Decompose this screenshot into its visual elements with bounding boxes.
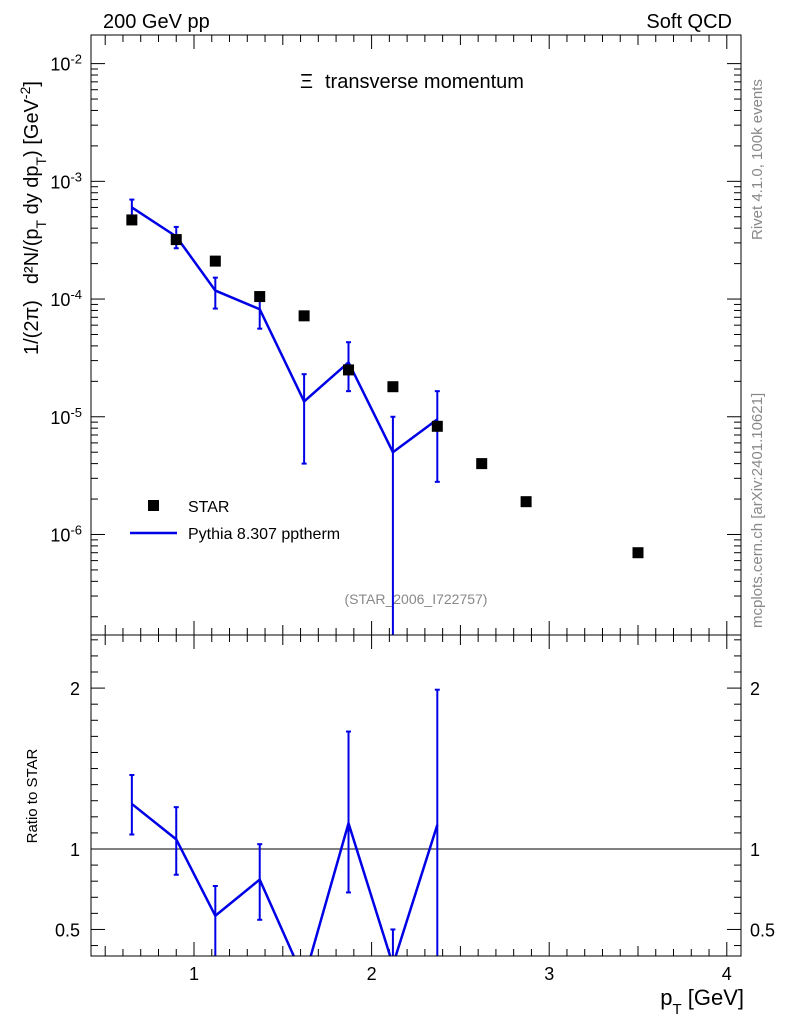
x-tick-label: 1 bbox=[189, 964, 199, 984]
y-axis-label-main: 1/(2π)d²N/(pT dy dpT) [GeV-2] bbox=[17, 81, 49, 355]
mcplots-credit-text: mcplots.cern.ch [arXiv:2401.10621] bbox=[749, 393, 766, 628]
y-tick-label-exp: -2 bbox=[70, 51, 82, 66]
y-tick-label-main: 10-3 bbox=[50, 169, 82, 193]
legend-label-star: STAR bbox=[188, 499, 229, 516]
star-data-point bbox=[476, 458, 488, 470]
title-symbol: Ξ bbox=[300, 71, 313, 93]
y-tick-label-ratio-left: 1 bbox=[70, 840, 80, 860]
y-tick-label-base: 10 bbox=[50, 55, 70, 75]
star-data-point bbox=[632, 547, 644, 559]
main-clip-group bbox=[126, 198, 644, 635]
legend-marker-star bbox=[148, 500, 159, 511]
star-data-point bbox=[431, 420, 443, 432]
y-tick-label-ratio-right: 2 bbox=[750, 679, 760, 699]
y-tick-label-exp: -5 bbox=[70, 404, 82, 419]
main-plot-data bbox=[126, 198, 644, 635]
header-right: Soft QCD bbox=[646, 11, 732, 33]
main-axis-ticks: 10-210-310-410-510-6 bbox=[50, 35, 741, 635]
star-data-point bbox=[520, 496, 532, 508]
legend: STAR Pythia 8.307 pptherm bbox=[130, 499, 340, 543]
y-tick-label-base: 10 bbox=[50, 525, 70, 545]
analysis-watermark: (STAR_2006_I722757) bbox=[345, 591, 488, 607]
ratio-clip-group bbox=[129, 688, 440, 956]
y-tick-label-main: 10-6 bbox=[50, 522, 82, 546]
y-tick-label-ratio-right: 0.5 bbox=[750, 920, 775, 940]
star-data-point bbox=[126, 214, 138, 226]
y-tick-label-exp: -3 bbox=[70, 169, 82, 184]
y-axis-label-ratio: Ratio to STAR bbox=[24, 748, 41, 843]
y-tick-label-main: 10-2 bbox=[50, 51, 82, 75]
x-tick-label: 3 bbox=[544, 964, 554, 984]
ratio-panel-frame bbox=[90, 634, 742, 957]
y-tick-label-exp: -4 bbox=[70, 287, 82, 302]
ratio-axis-ticks: 0.5 0.5 1 1 2 2 1 2 3 4 bbox=[55, 635, 775, 984]
rivet-version-text: Rivet 4.1.0, 100k events bbox=[749, 79, 766, 240]
ratio-line bbox=[131, 802, 439, 956]
y-tick-label-ratio-right: 1 bbox=[750, 840, 760, 860]
x-tick-label: 2 bbox=[367, 964, 377, 984]
pythia-line bbox=[131, 206, 439, 455]
y-tick-label-ratio-left: 2 bbox=[70, 679, 80, 699]
star-data-point bbox=[387, 381, 399, 393]
y-tick-label-base: 10 bbox=[50, 290, 70, 310]
y-tick-label-main: 10-5 bbox=[50, 404, 82, 428]
x-axis-label: pT [GeV] bbox=[660, 985, 744, 1018]
x-tick-label: 4 bbox=[722, 964, 732, 984]
header-left: 200 GeV pp bbox=[103, 11, 210, 33]
y-tick-label-ratio-left: 0.5 bbox=[55, 920, 80, 940]
y-tick-label-main: 10-4 bbox=[50, 287, 82, 311]
y-tick-label-exp: -6 bbox=[70, 522, 82, 537]
star-data-point bbox=[298, 310, 310, 322]
star-data-point bbox=[343, 364, 355, 376]
ratio-plot-data bbox=[129, 688, 440, 956]
legend-label-pythia: Pythia 8.307 pptherm bbox=[188, 526, 340, 543]
star-data-point bbox=[254, 291, 266, 303]
y-tick-label-base: 10 bbox=[50, 408, 70, 428]
main-panel-frame bbox=[90, 34, 742, 636]
star-data-point bbox=[170, 234, 182, 246]
title-text: transverse momentum bbox=[325, 71, 524, 93]
y-label-prefix: 1/(2π) bbox=[21, 300, 43, 355]
y-tick-label-base: 10 bbox=[50, 172, 70, 192]
star-data-point bbox=[209, 255, 221, 267]
